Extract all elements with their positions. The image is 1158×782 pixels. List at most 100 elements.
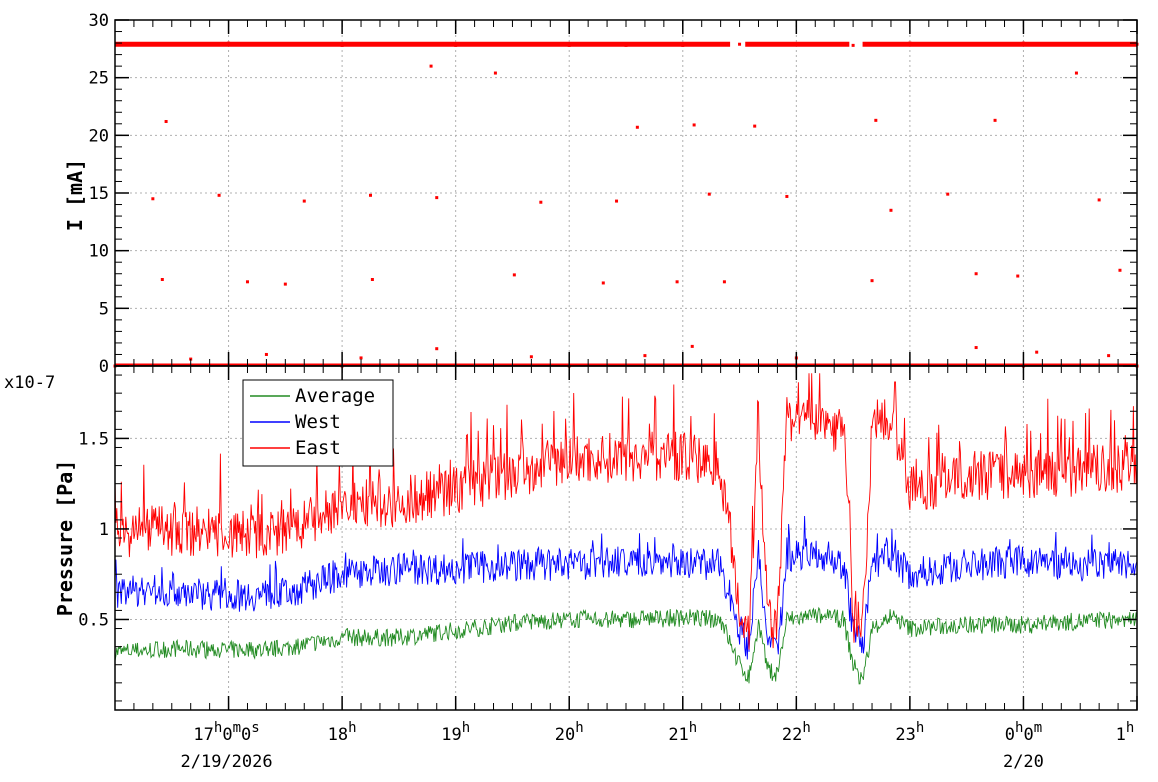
current-point [529, 355, 533, 359]
current-point [510, 42, 514, 46]
current-point [690, 344, 694, 348]
pressure-panel: 0.5 1 1.5 Pressure [Pa] x10-7 Average West… [4, 365, 1138, 711]
current-point [567, 43, 571, 47]
current-point [493, 71, 497, 75]
current-point [1118, 268, 1122, 272]
x-tick-label: 17h0m0s [193, 720, 259, 745]
x-tick-label: 19h [441, 720, 470, 745]
current-y-tick-label: 25 [89, 69, 109, 89]
pressure-y-tick-label: 1 [99, 520, 109, 540]
current-point [435, 347, 439, 351]
current-point [722, 280, 726, 284]
current-point [370, 278, 374, 281]
pressure-y-axis-title: Pressure [Pa] [53, 460, 77, 617]
current-point [851, 43, 855, 47]
current-point [675, 280, 679, 284]
x-tick-label: 23h [895, 720, 924, 745]
current-point [369, 193, 372, 197]
current-y-tick-label: 0 [99, 357, 109, 377]
legend: Average West East [242, 379, 394, 467]
pressure-series-line-average [114, 606, 1138, 685]
current-point [245, 280, 249, 284]
x-tick-label: 0h0m [1005, 720, 1042, 745]
current-y-tick-label: 30 [89, 11, 109, 31]
current-point [283, 42, 287, 46]
current-point [340, 43, 344, 47]
current-point [1021, 41, 1025, 45]
pressure-exponent-label: x10-7 [4, 373, 55, 393]
current-point [1097, 198, 1101, 202]
current-point [965, 42, 969, 46]
current-point [429, 64, 433, 68]
current-point [643, 354, 647, 358]
pressure-axis-ticks: 0.5 1 1.5 [78, 366, 1138, 710]
current-point [1035, 350, 1039, 354]
current-y-axis-title: I [mA] [63, 159, 87, 231]
current-point [707, 192, 711, 196]
legend-label-east: East [295, 437, 341, 459]
current-point [397, 42, 401, 46]
current-point [615, 199, 619, 203]
current-point [624, 43, 628, 47]
current-point [283, 282, 287, 286]
x-axis-labels: 17h0m0s 18h 19h 20h 21h 22h 23h 0h0m 1h 2/19/2026… [180, 720, 1134, 772]
current-point [635, 125, 639, 129]
x-tick-label: 21h [668, 720, 697, 745]
x-date-label: 2/19/2026 [180, 752, 272, 772]
current-axis-ticks: 0 5 10 15 20 25 30 [89, 11, 1138, 377]
current-y-tick-label: 15 [89, 184, 109, 204]
current-point [512, 273, 516, 277]
current-point [164, 119, 168, 123]
current-point [601, 281, 605, 285]
pressure-y-tick-label: 0.5 [78, 610, 109, 630]
current-point [753, 124, 757, 128]
legend-label-west: West [295, 411, 341, 433]
current-point [435, 196, 439, 200]
current-point [974, 346, 978, 350]
current-point [264, 352, 268, 356]
current-point [1074, 71, 1078, 75]
current-point [681, 43, 685, 47]
current-point [738, 42, 742, 46]
pressure-series-line-east [114, 373, 1138, 650]
current-point [692, 123, 696, 127]
current-point [785, 194, 789, 198]
legend-label-average: Average [295, 385, 375, 407]
pressure-series-line-west [114, 515, 1138, 660]
current-point [874, 118, 878, 122]
current-point [454, 43, 458, 47]
x-tick-label: 20h [555, 720, 584, 745]
current-point [1107, 354, 1111, 358]
current-point [151, 197, 155, 201]
current-point [539, 200, 543, 204]
current-point [908, 41, 912, 45]
pressure-grid [115, 366, 1138, 710]
current-point [1078, 42, 1082, 46]
current-point [217, 193, 221, 197]
current-point [794, 42, 798, 46]
pressure-y-tick-label: 1.5 [78, 429, 109, 449]
x-tick-label: 22h [782, 720, 811, 745]
current-point [946, 192, 950, 196]
current-point [993, 118, 997, 122]
x-tick-label: 18h [328, 720, 357, 745]
x-date-label: 2/20 [1003, 752, 1044, 772]
current-point [889, 208, 893, 212]
current-point [870, 279, 874, 283]
x-tick-label: 1h [1116, 720, 1135, 745]
legend-box [242, 379, 394, 467]
current-point [359, 356, 363, 360]
current-y-tick-label: 10 [89, 242, 109, 262]
pressure-data-lines [114, 373, 1138, 685]
current-y-tick-label: 20 [89, 126, 109, 146]
current-y-tick-label: 5 [99, 299, 109, 319]
current-point [227, 41, 231, 45]
current-panel: 0 5 10 15 20 25 30 I [mA] [63, 11, 1139, 377]
current-point [1016, 274, 1020, 278]
current-point [974, 272, 978, 276]
current-point [170, 42, 174, 46]
current-point [302, 199, 306, 203]
current-point [160, 278, 164, 281]
